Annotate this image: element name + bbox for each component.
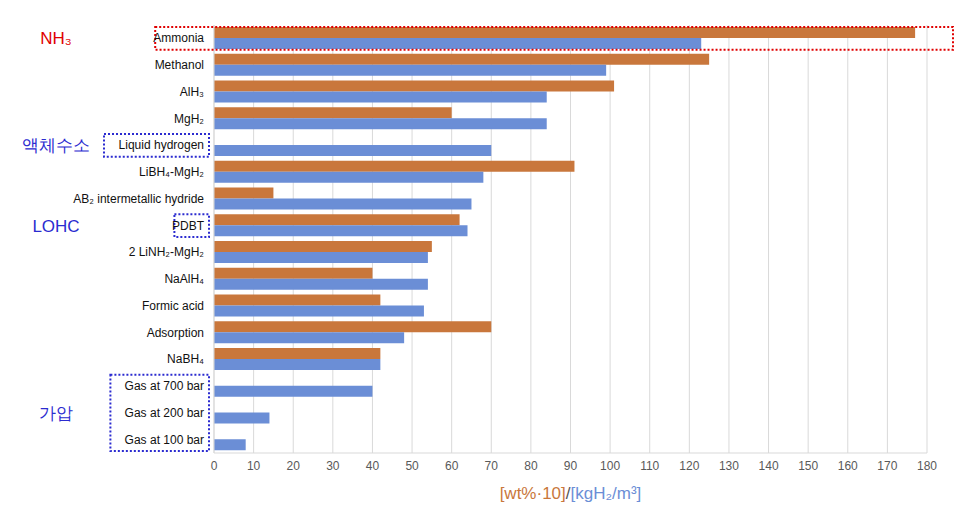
svg-text:NaBH₄: NaBH₄ [167,352,204,366]
svg-text:LOHC: LOHC [32,217,79,236]
svg-text:Gas at 100 bar: Gas at 100 bar [125,433,204,447]
svg-text:10: 10 [247,459,261,473]
svg-text:40: 40 [366,459,380,473]
svg-text:AlH₃: AlH₃ [180,85,204,99]
svg-text:NH₃: NH₃ [40,29,71,48]
svg-text:Adsorption: Adsorption [147,326,204,340]
svg-text:80: 80 [524,459,538,473]
svg-text:LiBH₄-MgH₂: LiBH₄-MgH₂ [139,165,204,179]
svg-text:90: 90 [564,459,578,473]
svg-text:60: 60 [445,459,459,473]
svg-text:Gas at 700 bar: Gas at 700 bar [125,379,204,393]
html-text:[wt%·10] / [kgH₂/m³]: [wt%·10] / [kgH₂/m³] [499,484,642,503]
svg-text:MgH₂: MgH₂ [174,112,204,126]
svg-text:가압: 가압 [39,404,73,423]
svg-text:150: 150 [798,459,818,473]
svg-text:180: 180 [917,459,937,473]
svg-text:AB₂ intermetallic hydride: AB₂ intermetallic hydride [73,192,204,206]
svg-text:Gas at 200 bar: Gas at 200 bar [125,406,204,420]
svg-text:PDBT: PDBT [172,219,205,233]
svg-text:130: 130 [719,459,739,473]
svg-text:Ammonia: Ammonia [153,31,204,45]
svg-text:Liquid hydrogen: Liquid hydrogen [119,138,204,152]
svg-text:20: 20 [287,459,301,473]
svg-text:50: 50 [405,459,419,473]
svg-text:110: 110 [640,459,659,473]
svg-text:140: 140 [759,459,779,473]
svg-text:100: 100 [600,459,620,473]
svg-text:120: 120 [679,459,699,473]
svg-text:2 LiNH₂-MgH₂: 2 LiNH₂-MgH₂ [129,245,205,259]
svg-text:0: 0 [211,459,218,473]
svg-text:160: 160 [838,459,858,473]
svg-text:NaAlH₄: NaAlH₄ [164,272,204,286]
svg-text:30: 30 [326,459,340,473]
svg-text:70: 70 [485,459,499,473]
svg-text:Methanol: Methanol [155,58,204,72]
svg-text:170: 170 [877,459,897,473]
svg-text:Formic acid: Formic acid [142,299,204,313]
svg-text:액체수소: 액체수소 [22,136,90,155]
